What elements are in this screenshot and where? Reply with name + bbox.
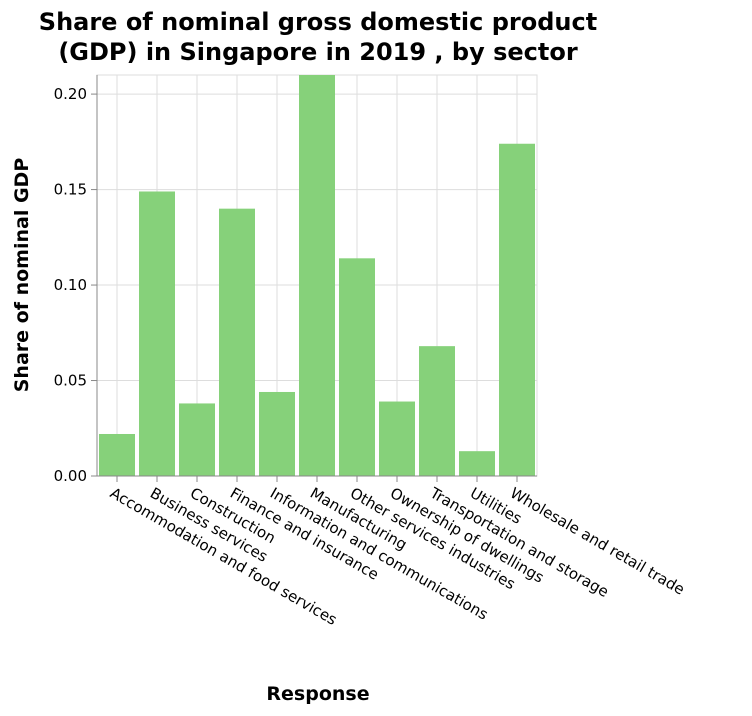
bar	[419, 346, 455, 476]
chart-title-line-1: Share of nominal gross domestic product	[39, 8, 597, 36]
y-axis-title: Share of nominal GDP	[11, 158, 33, 393]
x-ticks: Accommodation and food servicesBusiness …	[107, 476, 688, 629]
bar	[379, 401, 415, 476]
chart-title-line-2: (GDP) in Singapore in 2019 , by sector	[58, 38, 578, 66]
y-tick-label: 0.00	[54, 467, 87, 485]
y-tick-label: 0.05	[54, 372, 87, 390]
y-ticks: 0.00 0.05 0.10 0.15 0.20	[54, 85, 97, 485]
bar	[99, 433, 135, 476]
y-tick-label: 0.10	[54, 276, 87, 294]
bar	[219, 208, 255, 476]
bar	[299, 75, 335, 476]
bar	[459, 451, 495, 476]
bar	[139, 191, 175, 476]
bar	[339, 258, 375, 476]
y-tick-label: 0.20	[54, 85, 87, 103]
bar	[179, 403, 215, 476]
bar	[259, 391, 295, 476]
bars	[99, 75, 535, 476]
bar	[499, 143, 535, 476]
x-axis-title: Response	[266, 683, 369, 705]
y-tick-label: 0.15	[54, 181, 87, 199]
